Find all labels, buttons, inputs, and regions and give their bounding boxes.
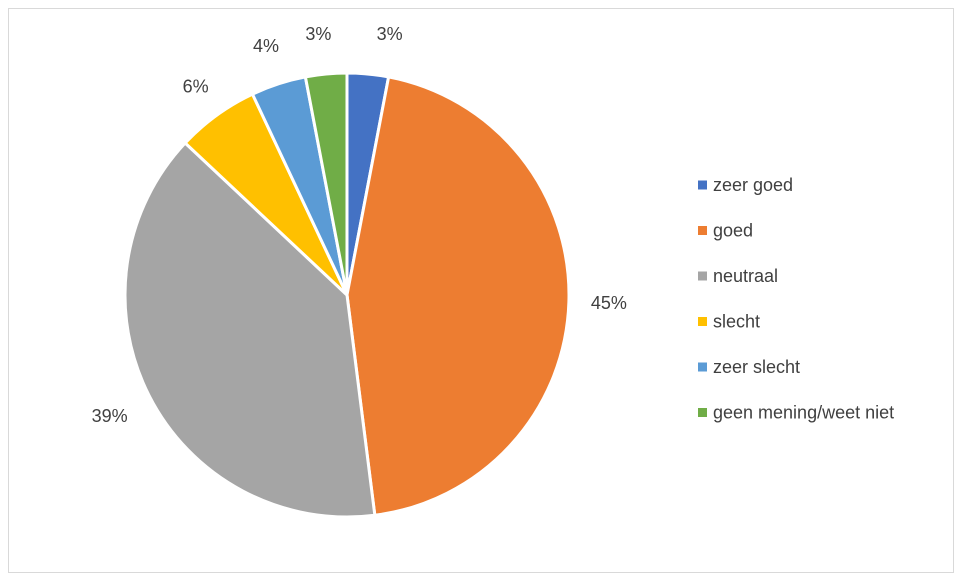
pie-slice-goed [345, 75, 571, 517]
legend-swatch [698, 180, 707, 190]
legend-swatch [698, 226, 707, 235]
pie-slice-geen-mening-weet-niet [303, 71, 349, 297]
legend-label: geen mening/weet niet [713, 403, 894, 423]
legend-swatch [698, 408, 707, 417]
legend-swatch [698, 271, 707, 281]
pie-slice-neutraal [123, 141, 377, 519]
legend-label: zeer goed [713, 175, 793, 195]
data-label-zeer-goed: 3% [377, 24, 403, 44]
legend: zeer goed goed neutraal slecht zeer slecht ge… [698, 175, 894, 423]
data-label-zeer-slecht: 4% [253, 36, 279, 56]
data-label-neutraal: 39% [92, 406, 128, 426]
data-labels: 3% 45% 39% 6% 4% 3% [92, 24, 627, 426]
legend-label: zeer slecht [713, 357, 800, 377]
data-label-goed: 45% [591, 293, 627, 313]
legend-label: goed [713, 221, 753, 241]
legend-label: neutraal [713, 266, 778, 286]
legend-swatch [698, 362, 707, 372]
data-label-geen-mening-weet-niet: 3% [305, 24, 331, 44]
legend-swatch [698, 317, 707, 326]
legend-label: slecht [713, 312, 760, 332]
pie-slices [123, 71, 571, 519]
data-label-slecht: 6% [183, 77, 209, 97]
